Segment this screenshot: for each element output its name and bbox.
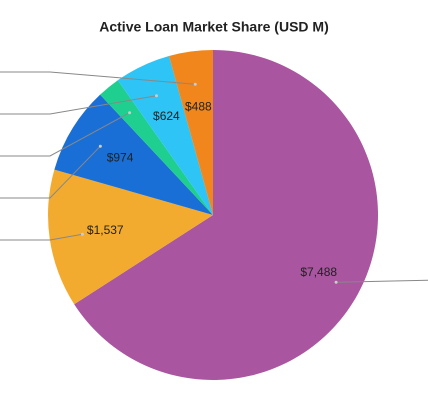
pie-slice	[47, 169, 213, 305]
chart-title: Active Loan Market Share (USD M)	[99, 19, 329, 35]
data-label: $488	[185, 99, 212, 113]
pie-slice	[117, 55, 213, 215]
pie-slice	[169, 50, 213, 215]
leader-dot	[193, 82, 197, 86]
leader-line	[336, 279, 428, 283]
pie-slice	[74, 50, 378, 381]
leader-line	[0, 71, 196, 85]
leader-line	[0, 95, 157, 115]
data-label: $1,537	[87, 223, 124, 237]
leader-dot	[154, 94, 158, 98]
data-label: $624	[153, 109, 180, 123]
data-label: $7,488	[300, 265, 337, 279]
leader-dot	[98, 144, 102, 148]
data-label: $974	[107, 150, 134, 164]
leader-line	[0, 233, 83, 241]
leader-line	[0, 145, 101, 199]
leader-line	[0, 112, 130, 157]
leader-dot	[334, 280, 338, 284]
pie-slice	[54, 94, 213, 215]
leader-dot	[80, 232, 84, 236]
leader-dot	[128, 111, 132, 115]
